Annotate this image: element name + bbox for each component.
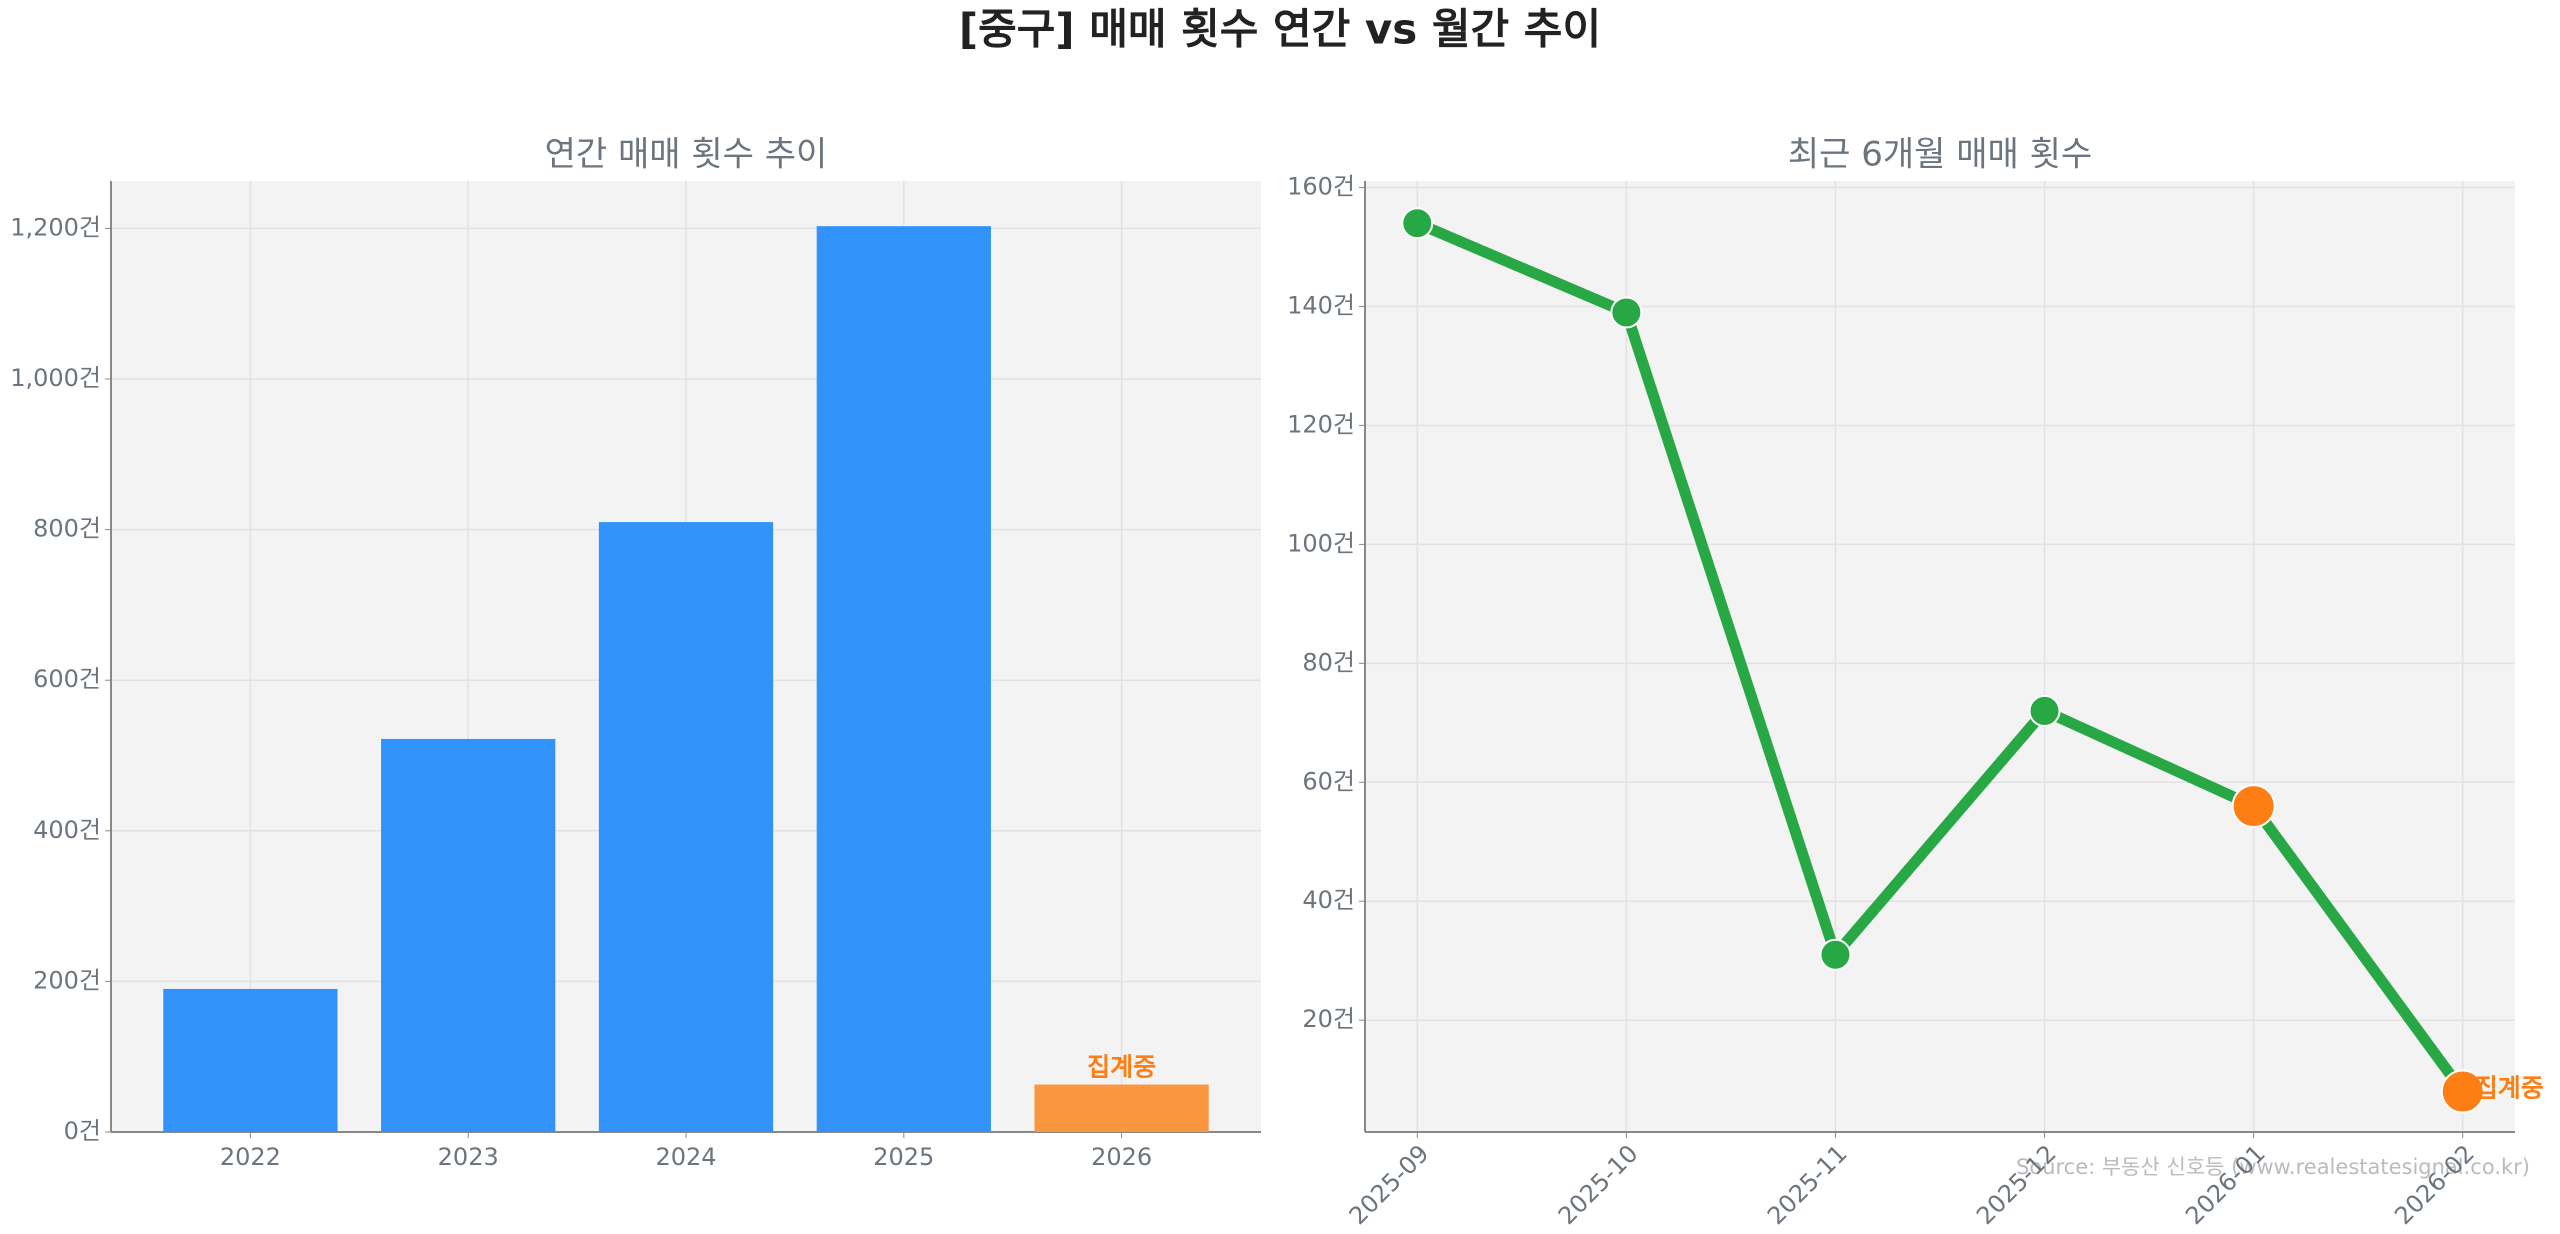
y-tick-label: 20건 [1302,1005,1355,1033]
annotation: 집계중 [2475,1074,2544,1103]
marker [1401,207,1434,240]
x-tick-label: 2023 [438,1143,499,1171]
y-tick-label: 160건 [1287,173,1355,201]
x-tick-label: 2025-11 [1762,1139,1853,1230]
y-tick-label: 1,200건 [10,213,101,241]
plot-area [1365,181,2515,1132]
y-tick-label: 600건 [33,665,101,693]
y-tick-label: 120건 [1287,410,1355,438]
bar [816,226,991,1132]
x-tick-label: 2026-01 [2180,1139,2271,1230]
source: Source: 부동산 신호등 (www.realestatesignal.co… [2016,1155,2530,1179]
x-tick-label: 2024 [655,1143,716,1171]
x-tick-label: 2025-10 [1553,1139,1644,1230]
x-tick-label: 2022 [220,1143,281,1171]
x-tick-label: 2025-09 [1344,1139,1435,1230]
y-tick-label: 200건 [33,966,101,994]
marker [2028,694,2061,727]
y-tick-label: 80건 [1302,648,1355,676]
marker [2231,784,2276,829]
marker [2440,1069,2485,1114]
bar [1034,1084,1209,1132]
y-tick-label: 40건 [1302,886,1355,914]
marker [1819,938,1852,971]
annotation: 집계중 [1087,1053,1156,1082]
y-tick-label: 400건 [33,816,101,844]
y-tick-label: 0건 [64,1117,101,1145]
x-tick-label: 2026 [1091,1143,1152,1171]
bar [598,522,774,1132]
y-tick-label: 1,000건 [10,364,101,392]
chart-title: 최근 6개월 매매 횟수 [1788,135,2092,175]
y-tick-label: 800건 [33,515,101,543]
x-tick-label: 2025 [873,1143,934,1171]
chart-title: 연간 매매 횟수 추이 [545,135,828,175]
y-tick-label: 60건 [1302,767,1355,795]
bar [163,988,338,1132]
line [1415,218,2468,1095]
y-tick-label: 140건 [1287,291,1355,319]
bar [381,738,556,1132]
figure-title: [중구] 매매 횟수 연간 vs 월간 추이 [959,5,1601,54]
x-tick-label: 2025-12 [1971,1139,2062,1230]
marker [1610,296,1643,329]
x-tick-label: 2026-02 [2389,1139,2480,1230]
y-tick-label: 100건 [1287,529,1355,557]
